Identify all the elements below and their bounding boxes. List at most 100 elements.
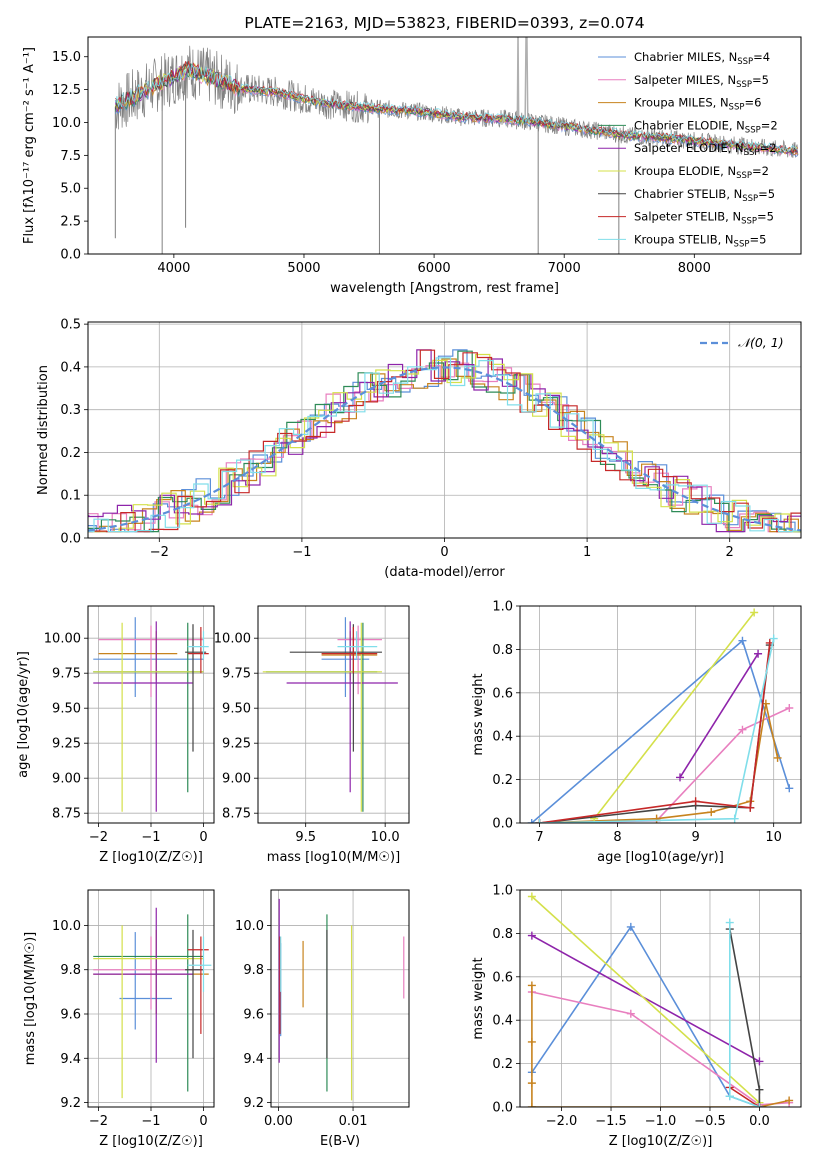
plot-area: [114, 37, 799, 254]
weight-line: [679, 653, 759, 778]
weight-marker: [769, 634, 778, 643]
y-tick-label: 0.2: [492, 773, 513, 788]
axes-weight_vs_Z: −2.0 −1.5 −1.0 −0.5 0.0 0.0 0.2 0.4 0.6 0.8 1.0 Z […: [471, 884, 802, 1149]
x-axis-label: age [log10(age/yr)]: [597, 850, 724, 865]
weight-marker: [527, 981, 536, 990]
x-tick-label: −2.0: [546, 1114, 578, 1129]
legend-label-sub: SSP: [736, 171, 752, 181]
legend-label-sub: SSP: [742, 194, 758, 204]
plot-area: [278, 898, 405, 1101]
legend-label-text: Kroupa MILES, N: [634, 96, 729, 110]
weight-marker: [725, 1092, 734, 1101]
legend-label-suffix: =4: [753, 50, 770, 64]
y-tick-label: 8.75: [52, 807, 81, 822]
weight-marker: [785, 784, 794, 793]
axes-frame: [87, 36, 802, 255]
histogram-step: [88, 358, 801, 533]
x-tick-label: −2: [89, 830, 108, 845]
y-tick-label: 9.8: [243, 963, 264, 978]
errorbar-point: [321, 617, 370, 697]
legend-label-sub: SSP: [744, 148, 760, 158]
axes-frame: [270, 889, 410, 1108]
legend-label-suffix: =2: [761, 118, 778, 132]
y-tick-label: 1.0: [492, 884, 513, 899]
x-tick-label: −1: [141, 1114, 160, 1129]
weight-marker: [755, 1057, 764, 1066]
x-tick-label: 2: [726, 545, 734, 560]
errorbar-point: [93, 621, 193, 812]
errorbar-point: [286, 621, 398, 793]
weight-marker: [785, 703, 794, 712]
x-axis-label: Z [log10(Z/Z☉)]: [609, 1134, 713, 1149]
y-tick-label: 9.00: [52, 772, 81, 787]
errorbar-point: [265, 622, 378, 812]
x-tick-label: −2: [89, 1114, 108, 1129]
y-tick-label: 9.00: [222, 772, 251, 787]
histogram-step: [88, 349, 801, 533]
histogram-step: [88, 357, 801, 533]
x-tick-label: 0: [440, 545, 448, 560]
grid-lines: [271, 890, 409, 1107]
x-tick-label: 0: [199, 830, 207, 845]
tick-labels: 9.5 10.0 8.75 9.00 9.25 9.50 9.75 10.00: [214, 632, 400, 845]
y-tick-label: 0.8: [492, 927, 513, 942]
errorbar-point: [119, 932, 172, 1030]
y-tick-label: 9.50: [222, 702, 251, 717]
tick-labels: 0.00 0.01 9.2 9.4 9.6 9.8 10.0: [235, 919, 367, 1129]
y-tick-label: 0.0: [492, 817, 513, 832]
x-axis-label: E(B-V): [320, 1134, 360, 1149]
y-tick-label: 10.0: [235, 919, 264, 934]
legend-label: Kroupa ELODIE, NSSP=2: [634, 164, 769, 181]
weight-line: [531, 985, 790, 1107]
errorbar-point: [187, 936, 212, 992]
legend-label-suffix: =2: [760, 141, 777, 155]
legend-label-sub: SSP: [734, 239, 750, 249]
weight-series: [725, 925, 764, 1107]
y-tick-label: 0.0: [492, 1101, 513, 1116]
axes-weight_vs_age: 7 8 9 10 0.0 0.2 0.4 0.6 0.8 1.0 age [log10(age/yr…: [471, 600, 802, 865]
y-tick-label: 0.5: [60, 318, 81, 333]
x-tick-label: 4000: [157, 261, 190, 276]
errorbar-point: [93, 622, 204, 812]
y-tick-label: 9.6: [243, 1008, 264, 1023]
y-tick-label: 0.6: [492, 686, 513, 701]
legend-label: Chabrier MILES, NSSP=4: [634, 50, 770, 67]
weight-marker: [626, 922, 635, 931]
errorbar-point: [187, 936, 209, 1034]
y-tick-label: 0.8: [492, 643, 513, 658]
weight-series: [725, 918, 764, 1107]
errorbar-point: [289, 624, 382, 752]
axes-age_vs_Z: −2 −1 0 8.75 9.00 9.25 9.50 9.75 10.00 Z [log10(Z…: [16, 605, 215, 865]
x-tick-label: 10.0: [371, 830, 400, 845]
x-axis-label: Z [log10(Z/Z☉)]: [99, 850, 203, 865]
y-tick-label: 9.6: [60, 1008, 81, 1023]
errorbar-point: [93, 914, 204, 1092]
weight-marker: [746, 803, 755, 812]
weight-marker: [691, 797, 700, 806]
weight-line: [531, 895, 760, 1104]
y-tick-label: 9.2: [243, 1096, 264, 1111]
weight-marker: [738, 725, 747, 734]
weight-marker: [527, 1079, 536, 1088]
grid-lines: [258, 606, 409, 823]
y-tick-label: 0.1: [60, 489, 81, 504]
tick-labels: 4000 5000 6000 7000 8000 0.0 2.5 5.0 7.5 10.0 12.5…: [52, 50, 711, 276]
axes-age_vs_mass: 9.5 10.0 8.75 9.00 9.25 9.50 9.75 10.00 mass [lo…: [214, 605, 410, 865]
legend-label-suffix: =5: [758, 187, 775, 201]
weight-series: [527, 931, 764, 1066]
y-tick-label: 9.25: [222, 737, 251, 752]
errorbar-point: [187, 627, 209, 674]
tick-labels: 7 8 9 10 0.0 0.2 0.4 0.6 0.8 1.0: [492, 600, 782, 846]
x-tick-label: 1: [583, 545, 591, 560]
legend-label-suffix: =5: [757, 210, 774, 224]
legend-label: Kroupa MILES, NSSP=6: [634, 96, 761, 113]
weight-series: [535, 638, 774, 823]
legend-label-text: Kroupa STELIB, N: [634, 232, 734, 246]
errorbar-point: [93, 907, 193, 1063]
tick-labels: −2 −1 0 1 2 0.0 0.1 0.2 0.3 0.4 0.5: [60, 318, 734, 560]
weight-marker: [750, 608, 759, 617]
x-axis-label: Z [log10(Z/Z☉)]: [99, 1134, 203, 1149]
x-axis-label: (data-model)/error: [384, 565, 505, 580]
weight-marker: [707, 808, 716, 817]
